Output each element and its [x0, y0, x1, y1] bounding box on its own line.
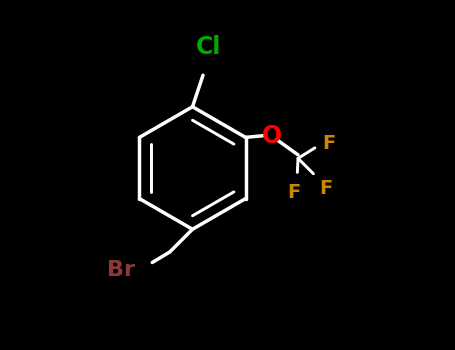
Text: Br: Br [107, 259, 135, 280]
Text: F: F [323, 134, 336, 153]
Text: Cl: Cl [196, 35, 221, 60]
Text: F: F [320, 178, 333, 198]
Text: O: O [262, 124, 282, 148]
Text: F: F [287, 183, 300, 202]
